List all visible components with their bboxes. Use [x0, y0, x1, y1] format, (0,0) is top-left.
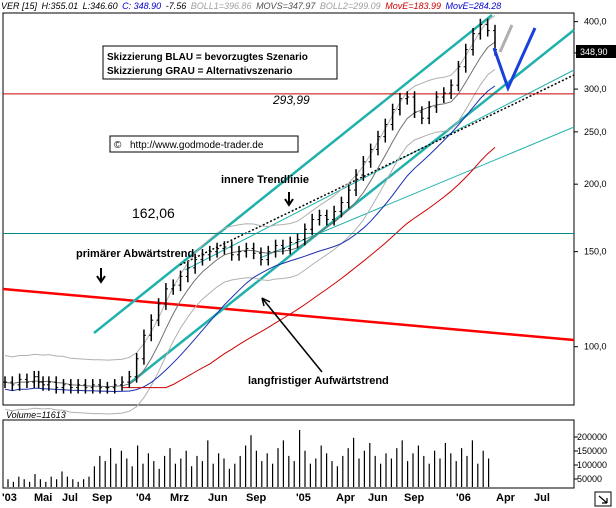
long-uptrend-label: langfristiger Aufwärtstrend: [248, 375, 389, 387]
time-tick-label: Sep: [404, 492, 424, 504]
time-tick-label: Jun: [368, 492, 388, 504]
moving-average-mid: [4, 85, 496, 393]
legend-line-1: Skizzierung BLAU = bevorzugtes Szenario: [107, 52, 308, 63]
volume-tick-label: 150000: [577, 446, 607, 456]
time-tick-label: '06: [456, 492, 471, 504]
header-move1: MovE=183.99: [385, 1, 441, 11]
header-boll2: BOLL2=299.09: [320, 1, 381, 11]
header-boll1: BOLL1=396.86: [191, 1, 252, 11]
time-tick-label: Mrz: [170, 492, 189, 504]
volume-tick-label: 50000: [577, 474, 602, 484]
scroll-arrow-icon: [598, 495, 608, 504]
header-change: -7.56: [166, 1, 187, 11]
current-price-marker: [576, 45, 616, 58]
time-tick-label: '05: [296, 492, 311, 504]
header-symbol: VER [15]: [1, 1, 38, 11]
level-label-162: 162,06: [132, 205, 175, 221]
inner-trend-arrow: [284, 192, 294, 207]
level-label-293: 293,99: [272, 93, 310, 107]
time-tick-label: '03: [2, 492, 17, 504]
volume-title: Volume=11613: [6, 410, 66, 420]
volume-axis-ticks: 200000 150000 100000 50000: [574, 432, 607, 484]
copyright-icon: ©: [114, 140, 122, 151]
current-price-value: 348,90: [580, 47, 608, 57]
scenario-sketches: [492, 24, 537, 93]
time-tick-label: Sep: [92, 492, 112, 504]
channel-upper-line: [93, 14, 493, 334]
legend-box: [102, 45, 338, 80]
time-tick-label: Apr: [336, 492, 356, 504]
volume-tick-label: 200000: [577, 432, 607, 442]
price-tick-label: 200,0: [584, 179, 607, 189]
primary-downtrend-arrow: [96, 268, 106, 284]
moving-average-long: [122, 147, 496, 389]
volume-bars: [7, 430, 490, 487]
scenario-blue-path: [492, 27, 537, 93]
header-close: C: 348.90: [122, 1, 161, 11]
price-tick-label: 300,0: [584, 84, 607, 94]
price-tick-label: 100,0: [584, 342, 607, 352]
time-tick-label: '04: [136, 492, 152, 504]
header-high: H:355.01: [42, 1, 79, 11]
source-box: [109, 135, 299, 153]
price-bars: [3, 18, 497, 394]
header-movs: MOVS=347.97: [256, 1, 316, 11]
horizontal-levels: [3, 93, 574, 235]
legend-line-2: Skizzierung GRAU = Alternativszenario: [107, 66, 293, 77]
price-tick-label: 400,0: [584, 17, 607, 27]
channel-low-thin-line: [259, 126, 575, 259]
header-text: VER [15] H:355.01 L:346.60 C: 348.90 -7.…: [1, 1, 501, 11]
bollinger-upper: [4, 15, 496, 361]
time-tick-label: Mai: [34, 492, 52, 504]
indicator-overlays: [4, 15, 496, 415]
channel-mid-thin-line: [184, 69, 575, 271]
price-tick-label: 150,0: [584, 247, 607, 257]
time-tick-label: Apr: [496, 492, 516, 504]
inner-trend-label: innere Trendlinie: [221, 174, 309, 186]
header-bar: [0, 0, 616, 12]
time-tick-label: Sep: [246, 492, 266, 504]
scenario-grey-path: [498, 24, 514, 53]
time-axis-ticks: '03 Mai Jul Sep '04 Mrz Jun Sep '05 Apr Jun Sep '06 A…: [2, 492, 550, 504]
long-uptrend-arrow: [261, 297, 323, 373]
price-grid: [574, 21, 578, 348]
source-text: http://www.godmode-trader.de: [130, 140, 264, 151]
bollinger-lower: [4, 68, 496, 415]
time-tick-label: Jul: [62, 492, 78, 504]
price-tick-label: 250,0: [584, 127, 607, 137]
header-low: L:346.60: [83, 1, 118, 11]
header-move2: MovE=284.28: [446, 1, 502, 11]
primary-downtrend-label: primärer Abwärtstrend: [76, 248, 194, 260]
time-tick-label: Jun: [208, 492, 228, 504]
time-tick-label: Jul: [534, 492, 550, 504]
volume-tick-label: 100000: [577, 460, 607, 470]
